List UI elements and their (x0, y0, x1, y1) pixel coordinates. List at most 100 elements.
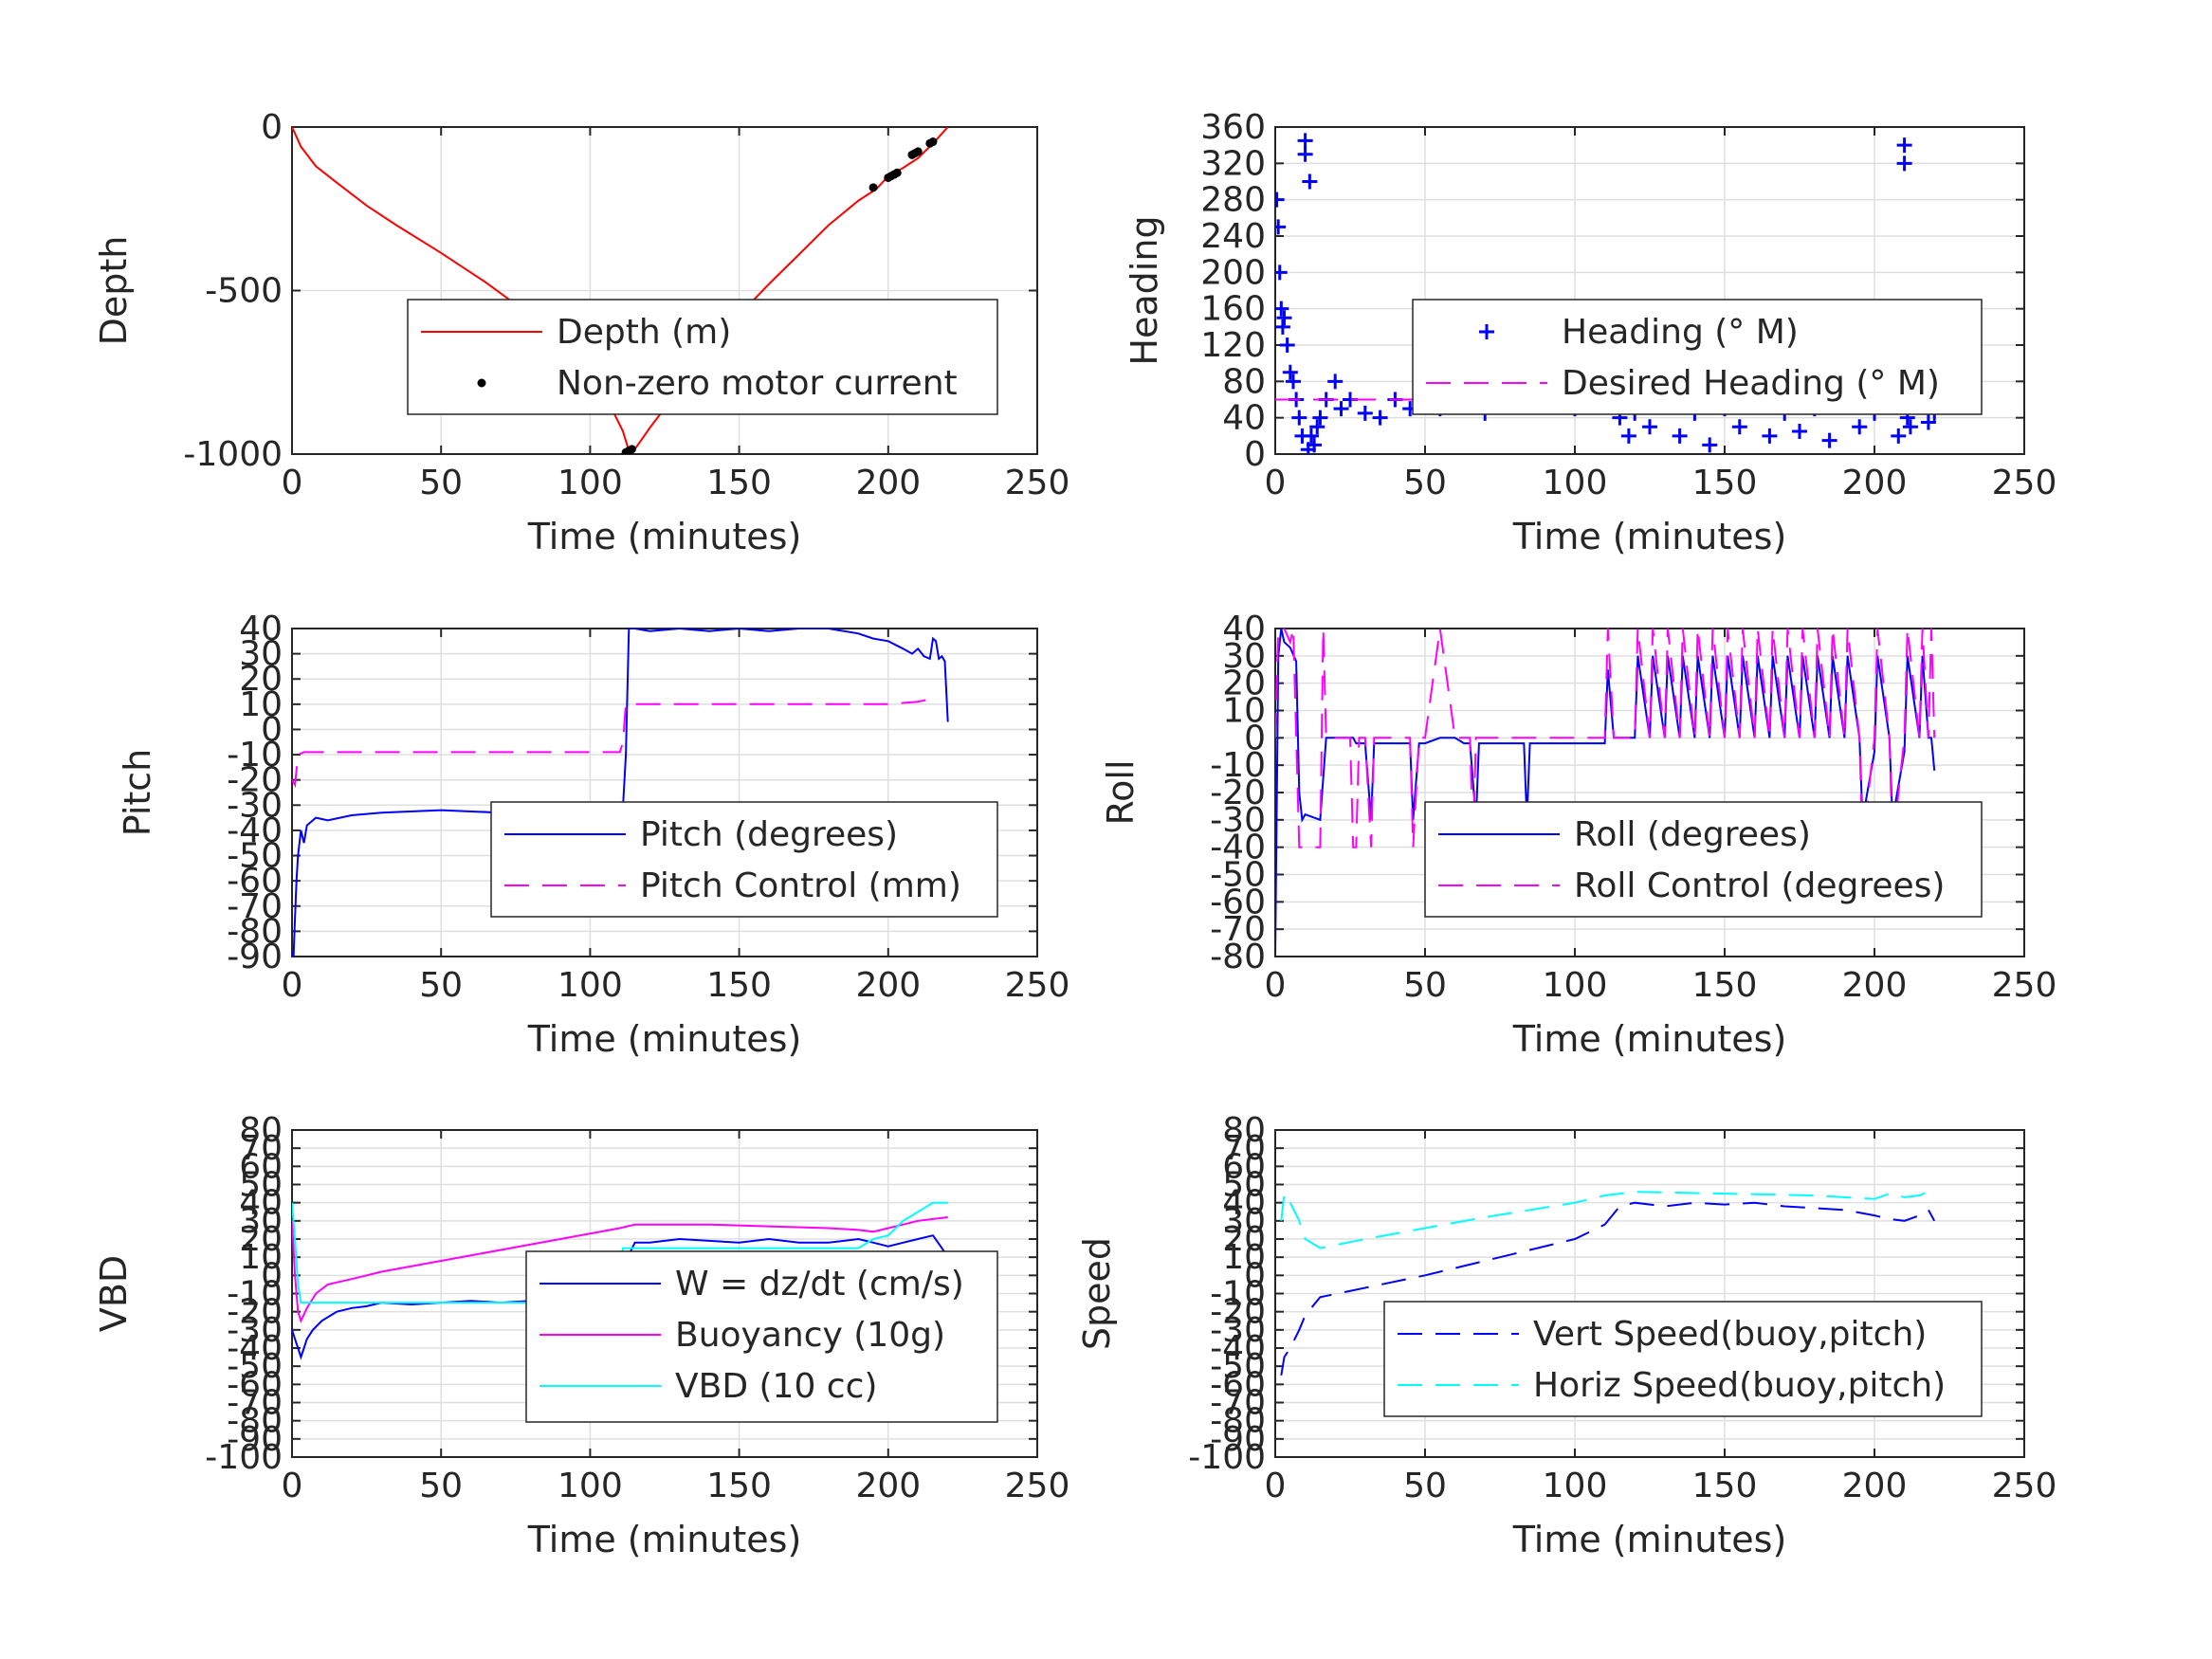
data-point (1896, 155, 1912, 172)
data-point (1275, 319, 1290, 335)
data-point (1920, 414, 1936, 430)
legend-swatch (1479, 324, 1494, 339)
data-point (1285, 374, 1301, 390)
chart-depth: 0 50 100 150 200 250 -1000 -500 0 Time (minutes) D… (93, 108, 1069, 557)
data-point (1275, 191, 1285, 208)
y-tick-label: 60 (1222, 1147, 1266, 1186)
y-tick-label: 20 (1222, 1220, 1266, 1259)
y-tick-label: -10 (227, 1275, 283, 1314)
legend: Vert Speed(buoy,pitch) Horiz Speed(buoy,p… (1383, 1301, 1983, 1417)
y-tick-label: 360 (1200, 108, 1266, 147)
data-point (1309, 419, 1325, 435)
y-axis-label: Depth (93, 236, 135, 346)
data-point (1276, 310, 1292, 326)
y-tick-label: 10 (239, 1238, 283, 1277)
data-point (1821, 432, 1837, 448)
y-tick-label: 280 (1200, 181, 1266, 220)
series-layer (1275, 629, 1936, 957)
y-tick-label: 80 (1222, 1111, 1266, 1150)
y-tick-label: 30 (239, 635, 283, 674)
y-tick-label: -80 (1210, 1402, 1266, 1441)
y-tick-label: 30 (1222, 637, 1266, 676)
data-point (1297, 133, 1313, 149)
x-tick-label: 50 (1403, 966, 1447, 1005)
legend-label: Horiz Speed(buoy,pitch) (1533, 1366, 1946, 1405)
series-line (292, 127, 949, 452)
x-tick-label: 150 (1692, 966, 1758, 1005)
data-point (928, 137, 938, 147)
y-tick-label: 10 (1222, 692, 1266, 731)
x-tick-label: 200 (1842, 1467, 1908, 1505)
y-tick-label: 160 (1200, 290, 1266, 329)
y-tick-label: -40 (1210, 1329, 1266, 1368)
data-point (1275, 264, 1288, 281)
data-point (1279, 337, 1295, 353)
y-tick-label: 0 (261, 710, 283, 749)
x-tick-label: 0 (282, 1467, 303, 1505)
y-axis-label: VBD (93, 1255, 135, 1332)
data-point (1896, 137, 1912, 154)
y-tick-label: -1000 (183, 435, 283, 474)
y-tick-label: -80 (227, 1402, 283, 1441)
y-tick-label: 40 (1222, 399, 1266, 438)
y-tick-label: 40 (239, 610, 283, 648)
data-point (1852, 419, 1868, 435)
legend: Roll (degrees) Roll Control (degrees) (1424, 801, 1983, 918)
x-tick-label: 150 (706, 464, 772, 502)
data-point (1902, 419, 1918, 435)
series-layer (292, 127, 949, 454)
y-tick-label: 20 (1222, 665, 1266, 703)
y-tick-label: -30 (1210, 1311, 1266, 1350)
y-tick-label: -20 (1210, 1293, 1266, 1332)
data-point (1702, 437, 1718, 453)
x-tick-label: 200 (1842, 966, 1908, 1005)
x-tick-label: 50 (419, 464, 463, 502)
x-tick-label: 0 (282, 464, 303, 502)
x-axis-label: Time (minutes) (527, 1018, 802, 1060)
y-tick-label: 200 (1200, 253, 1266, 292)
legend-label: Roll (degrees) (1574, 815, 1811, 854)
series-layer (1280, 1187, 1936, 1376)
chart-roll: 0 50 100 150 200 250-80-70-60-50-40-30-20-100… (1100, 610, 2057, 1060)
series-line (292, 691, 934, 789)
data-point (1297, 146, 1313, 162)
data-point (1792, 424, 1807, 440)
x-tick-label: 50 (419, 1467, 463, 1505)
y-tick-label: -50 (1210, 1347, 1266, 1386)
y-tick-label: 50 (1222, 1166, 1266, 1205)
series-line (1280, 1201, 1936, 1376)
y-tick-label: -90 (227, 1420, 283, 1459)
data-point (1357, 405, 1373, 421)
plot-area (1274, 126, 2025, 455)
plot-area (291, 628, 1038, 957)
data-point (627, 445, 636, 454)
series-line (292, 629, 949, 957)
ticks: 0 50 100 150 200 250-100-90-80-70-60-50-40-30… (1188, 1111, 2057, 1505)
legend-label: Pitch (degrees) (640, 815, 898, 854)
data-point (1891, 428, 1907, 444)
legend-label: Desired Heading (° M) (1562, 364, 1940, 403)
y-tick-label: 80 (239, 1111, 283, 1150)
y-tick-label: 0 (1244, 1256, 1266, 1295)
y-tick-label: -20 (227, 1293, 283, 1332)
y-tick-label: 40 (239, 1184, 283, 1223)
chart-pitch: 0 50 100 150 200 250-90-80-70-60-50-40-30-20-… (117, 610, 1069, 1060)
y-axis-label: Heading (1124, 215, 1165, 365)
y-axis-label: Pitch (117, 749, 158, 837)
legend-label: W = dz/dt (cm/s) (675, 1265, 964, 1304)
y-tick-label: 70 (239, 1129, 283, 1168)
x-tick-label: 0 (1265, 1467, 1287, 1505)
legend-label: VBD (10 cc) (675, 1367, 877, 1406)
y-tick-label: 70 (1222, 1129, 1266, 1168)
y-tick-label: 40 (1222, 1184, 1266, 1223)
legend-label: Non-zero motor current (557, 364, 958, 403)
y-tick-label: -60 (1210, 883, 1266, 921)
y-tick-label: -70 (227, 1384, 283, 1423)
y-tick-label: -20 (1210, 774, 1266, 812)
y-tick-label: -80 (1210, 938, 1266, 976)
ticks: 0 50 100 150 200 250-90-80-70-60-50-40-30-20-… (227, 610, 1069, 1005)
ticks: 0 50 100 150 200 2500408012016020024028032036… (1200, 108, 2057, 502)
legend-label: Vert Speed(buoy,pitch) (1533, 1315, 1927, 1354)
y-tick-label: -70 (227, 887, 283, 926)
x-axis-label: Time (minutes) (527, 1519, 802, 1560)
